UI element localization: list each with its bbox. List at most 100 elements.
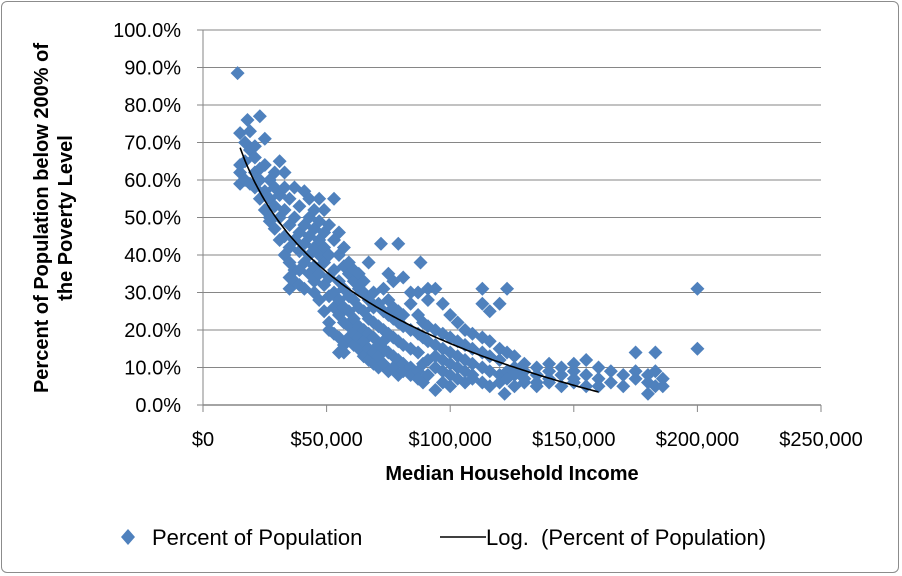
data-point [247, 150, 262, 165]
data-point [492, 296, 507, 311]
data-point [327, 191, 342, 206]
data-point [603, 375, 618, 390]
y-axis-title-line2: the Poverty Level [55, 135, 77, 301]
data-point [403, 296, 418, 311]
data-point [317, 203, 332, 217]
data-point [603, 364, 618, 379]
data-point [247, 139, 262, 154]
data-point [517, 371, 532, 386]
data-point [307, 203, 322, 217]
y-tick-label: 0.0% [135, 395, 181, 417]
log-trendline [239, 147, 599, 393]
y-tick-label: 10.0% [124, 358, 181, 380]
data-point [566, 364, 581, 379]
legend-label-trendline: Log. (Percent of Population) [486, 525, 766, 550]
data-point [690, 341, 705, 356]
data-point [420, 368, 435, 382]
data-point [277, 180, 292, 195]
data-point [566, 371, 581, 386]
x-tick-label: $200,000 [656, 429, 739, 451]
y-tick-label: 50.0% [124, 208, 181, 230]
data-point [690, 281, 705, 296]
data-point [230, 66, 245, 81]
x-axis-title: Median Household Income [385, 463, 638, 485]
data-point [529, 375, 544, 390]
data-point [628, 345, 643, 360]
data-point [443, 308, 458, 322]
data-point [252, 109, 267, 124]
y-tick-label: 80.0% [124, 95, 181, 117]
data-point [242, 124, 257, 139]
data-point [482, 304, 497, 319]
legend-diamond-marker [121, 529, 135, 545]
data-point [566, 356, 581, 371]
data-point [450, 315, 465, 330]
data-point [411, 345, 426, 360]
data-point [282, 191, 297, 206]
data-point [579, 368, 594, 382]
data-point [475, 281, 490, 296]
data-point [403, 285, 418, 300]
data-point [356, 274, 371, 289]
x-tick-label: $250,000 [779, 429, 862, 451]
data-point [435, 296, 450, 311]
data-point [475, 296, 490, 311]
data-point [579, 353, 594, 367]
data-point [376, 281, 391, 296]
data-point [361, 255, 376, 270]
data-point [336, 240, 351, 255]
data-point [640, 386, 655, 401]
data-point [420, 293, 435, 307]
data-point [413, 255, 428, 270]
data-point [482, 334, 497, 349]
data-point [322, 218, 337, 232]
data-point [322, 248, 337, 262]
data-point [579, 379, 594, 394]
data-point [648, 379, 663, 394]
data-point [277, 165, 292, 180]
data-point [517, 356, 532, 371]
data-point [591, 360, 606, 375]
data-point [292, 199, 307, 214]
y-tick-label: 100.0% [113, 20, 181, 42]
x-tick-label: $50,000 [290, 429, 362, 451]
data-point [500, 371, 515, 386]
data-point [628, 371, 643, 386]
data-point [277, 203, 292, 217]
data-point [648, 364, 663, 379]
data-point [267, 165, 282, 180]
data-point [396, 270, 411, 285]
data-point [257, 131, 272, 146]
data-point [542, 364, 557, 379]
x-tick-label: $150,000 [532, 429, 615, 451]
data-point [322, 315, 337, 330]
data-point [336, 345, 351, 360]
data-point [391, 236, 406, 251]
data-point [500, 345, 515, 360]
y-tick-label: 40.0% [124, 245, 181, 267]
y-tick-label: 20.0% [124, 320, 181, 342]
data-point [428, 383, 443, 397]
data-point [312, 191, 327, 206]
data-point [373, 236, 388, 251]
data-point [616, 379, 631, 394]
data-point [257, 158, 272, 172]
data-point [591, 371, 606, 386]
data-point [500, 281, 515, 296]
data-point [542, 356, 557, 371]
data-point [655, 371, 670, 386]
data-point [591, 379, 606, 394]
y-tick-label: 30.0% [124, 283, 181, 305]
y-tick-label: 60.0% [124, 170, 181, 192]
data-point [655, 379, 670, 394]
data-point [628, 364, 643, 379]
y-axis-title-line1: Percent of Population below 200% of [31, 43, 53, 393]
y-tick-labels: 0.0% 10.0% 20.0% 30.0% 40.0% 50.0% 60.0% 70.0% 8… [113, 20, 181, 417]
x-tick-label: $100,000 [408, 429, 491, 451]
data-point [648, 345, 663, 360]
data-point [507, 349, 522, 364]
legend-label-scatter: Percent of Population [152, 525, 362, 550]
y-tick-label: 70.0% [124, 133, 181, 155]
